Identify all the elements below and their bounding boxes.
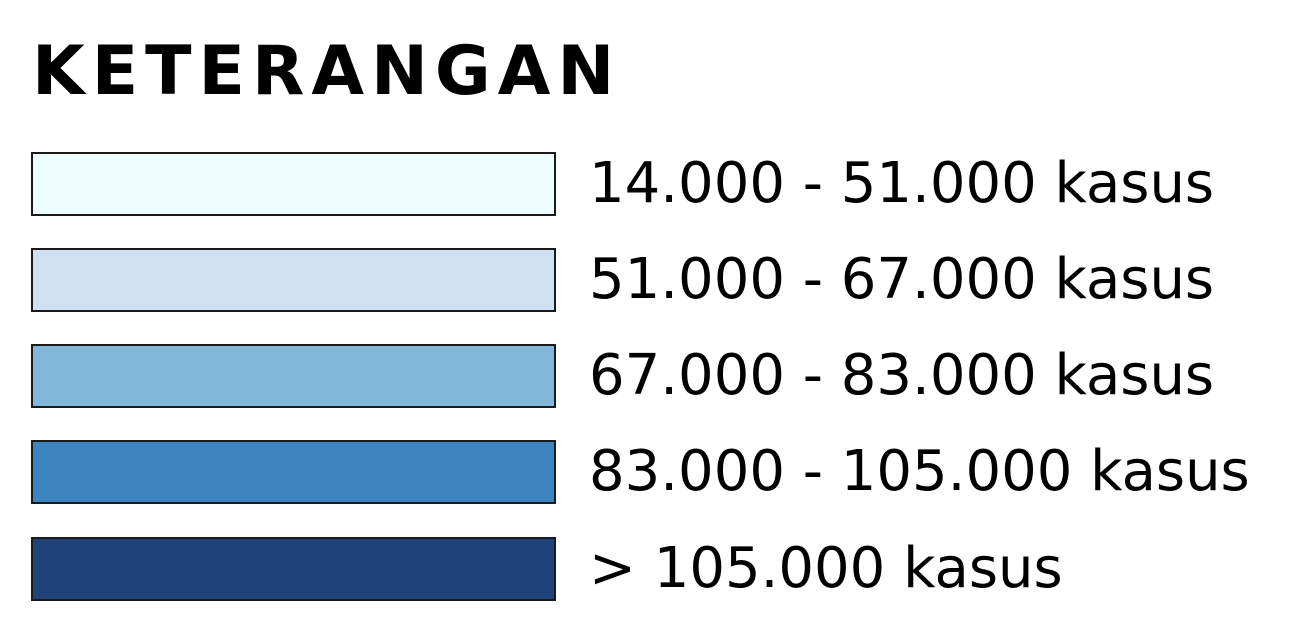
legend-label-1: 14.000 - 51.000 kasus [589,151,1215,216]
legend-item-4: 83.000 - 105.000 kasus [31,439,1301,504]
legend-item-3: 67.000 - 83.000 kasus [31,343,1301,408]
legend-label-5: > 105.000 kasus [589,536,1063,601]
legend-swatch-1 [31,152,556,216]
legend-swatch-5 [31,537,556,601]
legend-swatch-2 [31,248,556,312]
legend-item-1: 14.000 - 51.000 kasus [31,151,1301,216]
legend-title: KETERANGAN [32,32,622,111]
legend-swatch-3 [31,344,556,408]
legend-item-2: 51.000 - 67.000 kasus [31,247,1301,312]
legend-swatch-4 [31,440,556,504]
legend-item-5: > 105.000 kasus [31,536,1301,601]
legend-label-3: 67.000 - 83.000 kasus [589,343,1215,408]
legend-label-4: 83.000 - 105.000 kasus [589,439,1250,504]
legend-label-2: 51.000 - 67.000 kasus [589,247,1215,312]
